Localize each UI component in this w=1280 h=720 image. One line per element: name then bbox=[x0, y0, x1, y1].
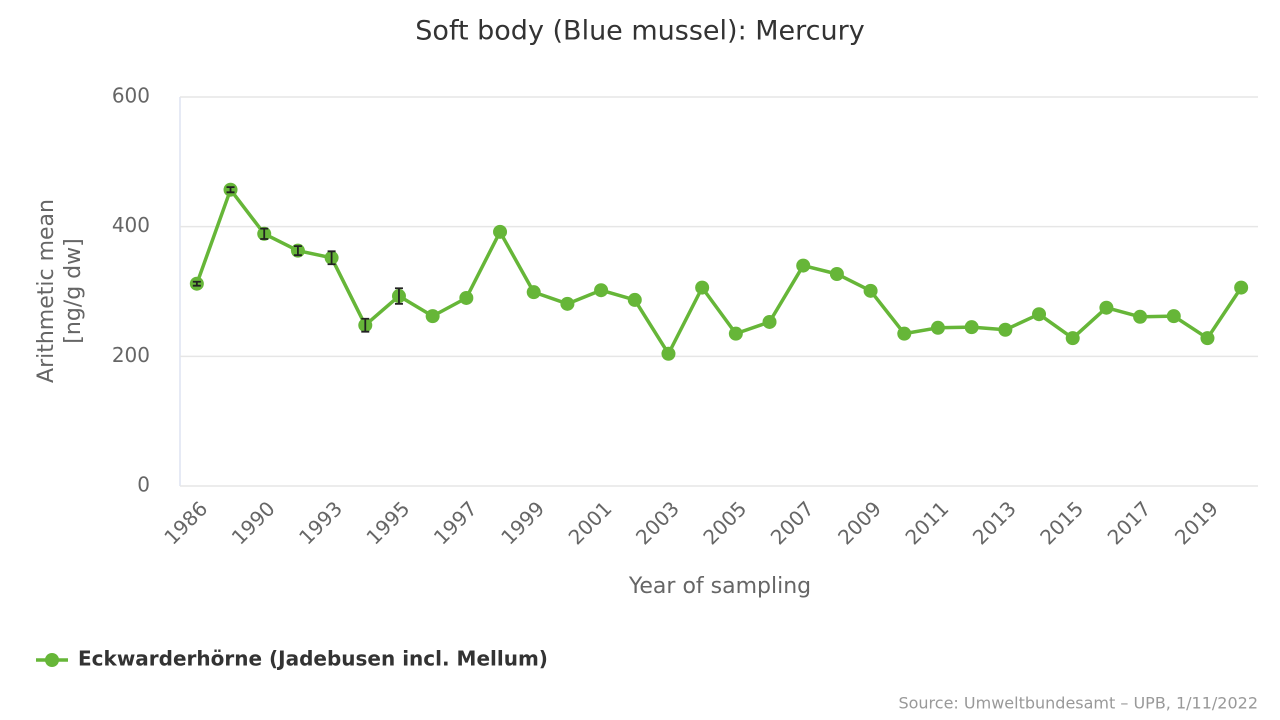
data-point bbox=[796, 258, 811, 273]
data-point bbox=[1200, 331, 1215, 346]
y-axis-label: Arithmetic mean bbox=[34, 199, 59, 383]
data-point bbox=[594, 283, 609, 298]
data-point bbox=[863, 283, 878, 298]
x-tick-label: 2005 bbox=[698, 496, 751, 549]
data-point bbox=[897, 326, 912, 341]
series-line bbox=[195, 187, 1243, 356]
data-point bbox=[728, 326, 743, 341]
error-bar bbox=[394, 287, 403, 305]
x-tick-label: 2019 bbox=[1170, 496, 1223, 549]
data-point bbox=[1166, 309, 1181, 324]
data-point bbox=[425, 309, 440, 324]
error-bar bbox=[361, 317, 370, 333]
data-point bbox=[829, 266, 844, 281]
y-tick-label: 200 bbox=[112, 343, 150, 367]
data-point bbox=[1032, 307, 1047, 322]
x-tick-label: 2001 bbox=[564, 496, 617, 549]
data-point bbox=[762, 314, 777, 329]
x-tick-label: 2017 bbox=[1103, 496, 1156, 549]
x-tick-label: 2011 bbox=[900, 496, 953, 549]
data-point bbox=[459, 290, 474, 305]
source-note: Source: Umweltbundesamt – UPB, 1/11/2022 bbox=[898, 694, 1258, 713]
data-point bbox=[493, 224, 508, 239]
x-tick-label: 2007 bbox=[766, 496, 819, 549]
data-point bbox=[1099, 300, 1114, 315]
x-tick-label: 1997 bbox=[429, 496, 482, 549]
x-tick-label: 2015 bbox=[1035, 496, 1088, 549]
legend-symbol bbox=[45, 653, 59, 667]
x-tick-label: 1990 bbox=[227, 496, 280, 549]
data-point bbox=[930, 320, 945, 335]
x-tick-label: 2003 bbox=[631, 496, 684, 549]
error-bar bbox=[192, 280, 201, 287]
data-point bbox=[1133, 309, 1148, 324]
x-tick-label: 2013 bbox=[968, 496, 1021, 549]
error-bar bbox=[327, 250, 336, 266]
x-tick-label: 1999 bbox=[496, 496, 549, 549]
error-bar bbox=[226, 186, 235, 194]
data-point bbox=[1234, 280, 1249, 295]
x-tick-label: 1986 bbox=[159, 496, 212, 549]
x-tick-label: 1993 bbox=[294, 496, 347, 549]
data-point bbox=[560, 296, 575, 311]
data-point bbox=[964, 320, 979, 335]
error-bar bbox=[260, 227, 269, 240]
chart-title: Soft body (Blue mussel): Mercury bbox=[415, 16, 864, 47]
x-axis-label: Year of sampling bbox=[628, 574, 811, 599]
y-tick-label: 400 bbox=[112, 213, 150, 237]
data-point bbox=[695, 280, 710, 295]
x-tick-label: 2009 bbox=[833, 496, 886, 549]
data-point bbox=[661, 346, 676, 361]
data-point bbox=[998, 322, 1013, 337]
y-tick-label: 600 bbox=[112, 84, 150, 108]
legend-label: Eckwarderhörne (Jadebusen incl. Mellum) bbox=[78, 647, 548, 671]
data-point bbox=[1065, 331, 1080, 346]
x-tick-label: 1995 bbox=[361, 496, 414, 549]
data-point bbox=[627, 292, 642, 307]
data-point bbox=[526, 285, 541, 300]
error-bar bbox=[293, 245, 302, 257]
y-tick-label: 0 bbox=[137, 473, 150, 497]
y-axis-label: [ng/g dw] bbox=[61, 238, 86, 343]
